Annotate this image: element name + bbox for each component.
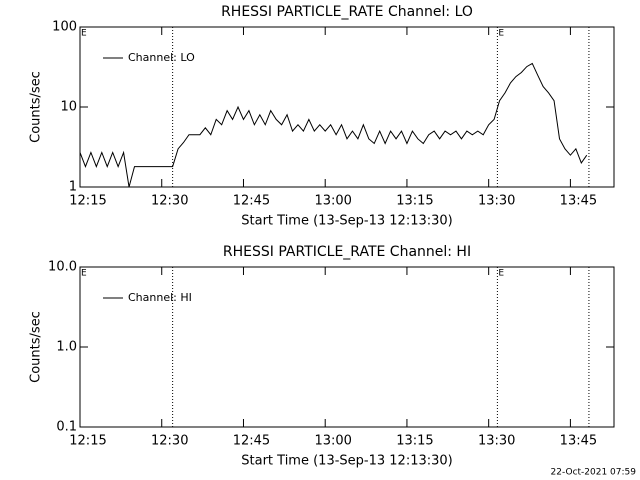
x-tick-label: 12:30 [151, 434, 188, 449]
y-tick-label: 10 [60, 100, 77, 115]
y-tick-label: 1.0 [56, 340, 77, 355]
legend-label: Channel: HI [128, 291, 192, 304]
footer: 22-Oct-2021 07:59 [551, 468, 637, 478]
x-tick-label: 12:45 [233, 194, 270, 209]
event-flag: E [81, 29, 87, 39]
x-tick-label: 13:30 [478, 434, 515, 449]
x-tick-label: 13:15 [396, 434, 433, 449]
legend-label: Channel: LO [128, 51, 195, 64]
x-tick-label: 12:15 [69, 194, 106, 209]
x-tick-label: 13:45 [560, 434, 597, 449]
event-flag: E [81, 269, 87, 279]
x-tick-label: 12:45 [233, 434, 270, 449]
event-flag: E [498, 29, 504, 39]
x-tick-label: 13:30 [478, 194, 515, 209]
x-tick-label: 12:15 [69, 434, 106, 449]
data-line [79, 62, 588, 188]
x-tick-label: 13:45 [560, 194, 597, 209]
x-tick-label: 12:30 [151, 194, 188, 209]
event-flag: E [498, 269, 504, 279]
x-tick-label: 13:00 [314, 434, 351, 449]
y-tick-label: 0.1 [56, 420, 77, 435]
y-tick-label: 1 [69, 180, 77, 195]
x-tick-label: 13:15 [396, 194, 433, 209]
y-axis-label: Counts/sec [29, 71, 44, 143]
chart-title: RHESSI PARTICLE_RATE Channel: LO [221, 4, 473, 20]
x-axis-label: Start Time (13-Sep-13 12:13:30) [241, 454, 452, 469]
x-tick-label: 13:00 [314, 194, 351, 209]
y-tick-label: 10.0 [48, 260, 77, 275]
x-axis-label: Start Time (13-Sep-13 12:13:30) [241, 214, 452, 229]
chart-title: RHESSI PARTICLE_RATE Channel: HI [223, 244, 471, 260]
y-axis-label: Counts/sec [29, 311, 44, 383]
y-tick-label: 100 [52, 20, 77, 35]
